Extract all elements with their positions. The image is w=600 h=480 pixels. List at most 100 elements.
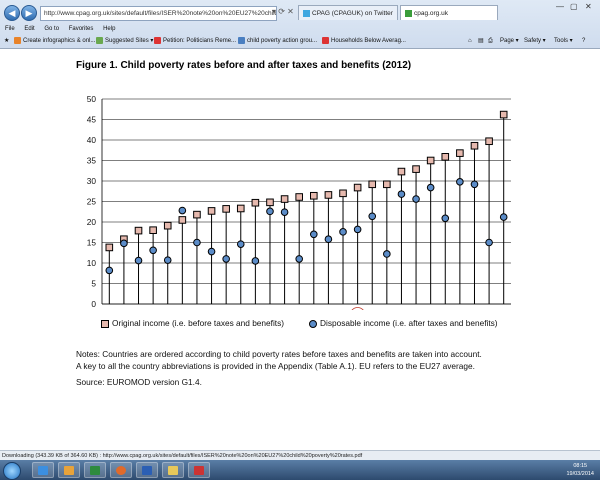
page-icon (14, 36, 21, 44)
y-tick-label: 15 (87, 238, 97, 248)
fav-label: Suggested Sites ▾ (105, 38, 154, 44)
y-tick-label: 10 (87, 258, 97, 268)
original-income-point (353, 183, 362, 192)
home-icon[interactable]: ⌂ (468, 38, 472, 44)
word-icon (142, 466, 152, 475)
favorites-star-icon[interactable]: ★ (4, 38, 10, 44)
explorer-taskbar-icon[interactable] (162, 462, 184, 478)
original-income-point (470, 141, 479, 150)
forward-icon[interactable]: ▶ (21, 5, 37, 21)
disposable-income-point (149, 246, 157, 255)
original-income-point (105, 243, 114, 252)
disposable-income-point (266, 207, 274, 216)
minimize-icon[interactable]: — (556, 2, 564, 11)
outlook-icon (64, 466, 74, 475)
disposable-income-point (310, 230, 318, 239)
close-icon[interactable]: ✕ (585, 2, 592, 11)
original-income-point (412, 165, 420, 173)
disposable-income-point (412, 195, 420, 203)
tab-cpag[interactable]: cpag.org.uk (400, 5, 498, 20)
disposable-income-point (470, 180, 479, 189)
word-taskbar-icon[interactable] (136, 462, 158, 478)
disposable-income-point (295, 255, 303, 263)
fav-petition[interactable]: Petition: Politicians Reme... (154, 35, 236, 47)
disposable-income-point (236, 240, 245, 248)
legend-square-marker (101, 319, 109, 328)
y-tick-label: 45 (87, 115, 97, 125)
disposable-income-point (368, 212, 377, 221)
page-icon (96, 36, 103, 44)
firefox-taskbar-icon[interactable] (110, 462, 132, 478)
original-income-point (251, 198, 260, 207)
help-icon[interactable]: ? (582, 38, 586, 44)
page-icon (322, 36, 329, 44)
page-icon (238, 36, 245, 44)
fav-create-infographics[interactable]: Create infographics & onl... (14, 35, 95, 47)
y-tick-label: 35 (87, 156, 97, 166)
start-button[interactable] (3, 462, 21, 480)
menu-favorites[interactable]: Favorites (68, 26, 94, 32)
tab-twitter[interactable]: CPAG (CPAGUK) on Twitter (298, 5, 398, 20)
original-income-point (193, 210, 201, 219)
ie-icon (38, 466, 48, 475)
eu-highlight-circle (351, 307, 364, 310)
disposable-income-point (134, 256, 143, 265)
clock-date: 19/03/2014 (566, 471, 594, 477)
firefox-icon (116, 466, 126, 475)
disposable-income-point (456, 178, 464, 186)
y-tick-label: 40 (87, 135, 97, 145)
address-bar[interactable]: http://www.cpag.org.uk/sites/default/fil… (40, 6, 277, 21)
original-income-point (339, 189, 347, 198)
outlook-taskbar-icon[interactable] (58, 462, 80, 478)
menu-edit[interactable]: Edit (24, 26, 35, 32)
legend-original: Original income (i.e. before taxes and b… (101, 318, 284, 328)
original-income-point (397, 167, 406, 176)
fav-child-poverty[interactable]: child poverty action grou... (238, 35, 317, 47)
disposable-income-point (222, 255, 230, 263)
feeds-icon[interactable]: ▤ (478, 38, 484, 44)
original-income-point (295, 193, 303, 201)
disposable-income-point (178, 206, 187, 215)
menu-help[interactable]: Help (103, 26, 116, 32)
print-icon[interactable]: ⎙ (488, 38, 493, 44)
ie-taskbar-icon[interactable] (32, 462, 54, 478)
legend-disposable: Disposable income (i.e. after taxes and … (309, 318, 498, 328)
source-line: Source: EUROMOD version G1.4. (76, 377, 202, 387)
disposable-income-point (353, 225, 362, 234)
safety-menu[interactable]: Safety ▾ (524, 38, 546, 44)
disposable-income-point (207, 247, 216, 256)
refresh-stop-icon[interactable]: ▾ ⟳ ✕ (272, 7, 294, 16)
fav-households[interactable]: Households Below Averag... (322, 35, 406, 47)
clock: 08:15 19/03/2014 (566, 462, 594, 478)
disposable-income-point (426, 183, 435, 192)
disposable-income-point (280, 208, 289, 216)
tools-menu[interactable]: Tools ▾ (554, 38, 573, 44)
original-income-point (266, 198, 274, 207)
disposable-income-point (339, 228, 347, 236)
fav-label: child poverty action grou... (247, 38, 318, 44)
original-income-point (236, 204, 245, 213)
y-tick-label: 0 (91, 299, 96, 309)
y-tick-label: 50 (87, 94, 97, 104)
menu-goto[interactable]: Go to (44, 26, 60, 32)
browser-chrome: ◀ ▶ http://www.cpag.org.uk/sites/default… (0, 0, 600, 49)
tab-label: CPAG (CPAGUK) on Twitter (312, 10, 393, 17)
fav-label: Create infographics & onl... (23, 38, 96, 44)
page-menu[interactable]: Page ▾ (500, 38, 519, 44)
fav-suggested-sites[interactable]: Suggested Sites ▾ (96, 35, 153, 47)
disposable-income-point (251, 257, 260, 265)
menu-file[interactable]: File (5, 26, 15, 32)
maximize-icon[interactable]: ▢ (570, 2, 578, 11)
menu-bar: File Edit Go to Favorites Help (0, 24, 600, 34)
disposable-income-point (193, 238, 201, 247)
excel-icon (90, 466, 100, 475)
y-tick-label: 20 (87, 217, 97, 227)
snipping-icon (194, 466, 204, 475)
poverty-chart: 05101520253035404550DKNLSISEFIELDECZCYAT… (87, 94, 511, 310)
disposable-income-point (383, 250, 391, 258)
excel-taskbar-icon[interactable] (84, 462, 106, 478)
back-icon[interactable]: ◀ (4, 5, 20, 21)
snipping-taskbar-icon[interactable] (188, 462, 210, 478)
original-income-point (441, 153, 450, 161)
disposable-income-point (485, 238, 493, 247)
